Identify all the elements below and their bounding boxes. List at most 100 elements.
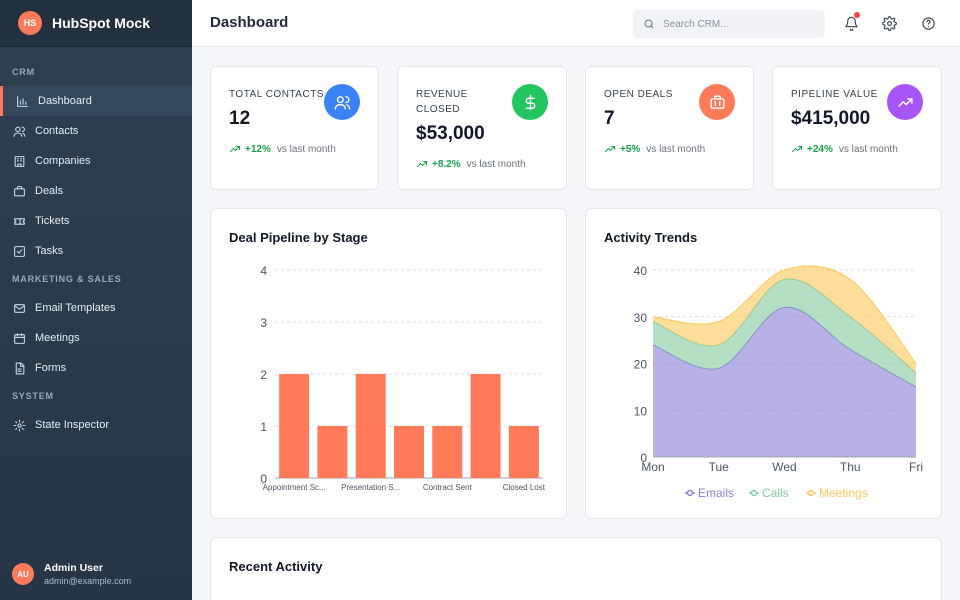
- sidebar: HS HubSpot Mock CRM Dashboard Contacts C…: [0, 0, 192, 600]
- sidebar-item-email-templates[interactable]: Email Templates: [0, 293, 192, 323]
- card-title: Deal Pipeline by Stage: [229, 230, 368, 245]
- sidebar-item-state-inspector[interactable]: State Inspector: [0, 410, 192, 440]
- sidebar-item-label: Meetings: [35, 332, 80, 344]
- x-tick-label: Thu: [840, 460, 861, 474]
- stat-trend: +8.2% vs last month: [416, 158, 526, 170]
- stat-trend: +12% vs last month: [229, 143, 336, 155]
- sidebar-item-label: Companies: [35, 155, 91, 167]
- y-tick-label: 2: [260, 368, 267, 382]
- y-tick-label: 0: [260, 472, 267, 486]
- bar: [432, 426, 463, 478]
- search-box[interactable]: [633, 10, 825, 38]
- y-tick-label: 1: [260, 420, 267, 434]
- activity-area-chart: 0 10 20 30 40 Mon Tue Wed Thu Fri Emails Calls Meeti…: [634, 264, 923, 500]
- sidebar-item-label: Tasks: [35, 245, 64, 257]
- stat-trend: +5% vs last month: [604, 143, 705, 155]
- area-line-meetings: [652, 265, 917, 364]
- trend-value: +8.2%: [432, 158, 461, 170]
- sidebar-item-contacts[interactable]: Contacts: [0, 116, 192, 146]
- legend-label: Meetings: [819, 486, 868, 500]
- pipeline-bar-chart: 0 1 2 3 4 Appointment Sc... Presentation S... C…: [260, 264, 545, 492]
- x-tick-label: Mon: [641, 460, 664, 474]
- bar: [355, 374, 386, 478]
- notifications-button[interactable]: [842, 12, 860, 32]
- trend-text: vs last month: [276, 143, 336, 155]
- help-button[interactable]: [919, 14, 937, 32]
- sidebar-item-dashboard[interactable]: Dashboard: [0, 86, 192, 116]
- sidebar-item-companies[interactable]: Companies: [0, 146, 192, 176]
- users-icon: [324, 84, 360, 120]
- sidebar-item-label: Dashboard: [38, 95, 92, 107]
- sidebar-item-label: Tickets: [35, 215, 70, 227]
- trending-up-icon: [792, 146, 802, 152]
- x-tick-label: Tue: [709, 460, 730, 474]
- search-input[interactable]: [663, 18, 813, 30]
- y-tick-label: 0: [640, 451, 647, 465]
- x-tick-label: Fri: [909, 460, 923, 474]
- brand-name: HubSpot Mock: [52, 15, 150, 31]
- stat-value: $415,000: [791, 108, 871, 129]
- bar: [317, 426, 348, 478]
- stat-value: 7: [604, 108, 615, 129]
- stat-card-pipeline-value: PIPELINE VALUE $415,000 +24% vs last mon…: [772, 66, 942, 190]
- activity-chart-card: Activity Trends 0 10 20 30 40 Mon Tue Wed Thu Fri…: [585, 208, 942, 519]
- bar: [394, 426, 424, 478]
- sidebar-item-tickets[interactable]: Tickets: [0, 206, 192, 236]
- settings-button[interactable]: [880, 14, 898, 32]
- ticket-icon: [12, 214, 26, 228]
- users-icon: [12, 124, 26, 138]
- sidebar-item-meetings[interactable]: Meetings: [0, 323, 192, 353]
- sidebar-item-deals[interactable]: Deals: [0, 176, 192, 206]
- trend-value: +12%: [245, 143, 271, 155]
- bar-chart-icon: [15, 94, 29, 108]
- mail-icon: [12, 301, 26, 315]
- sidebar-item-tasks[interactable]: Tasks: [0, 236, 192, 266]
- sidebar-item-label: Forms: [35, 362, 67, 374]
- briefcase-icon: [699, 84, 735, 120]
- area-series-calls: [653, 278, 916, 387]
- stat-label: REVENUE CLOSED: [416, 89, 468, 115]
- stat-label: TOTAL CONTACTS: [229, 89, 324, 100]
- trending-up-icon: [417, 161, 427, 167]
- y-tick-label: 3: [260, 316, 267, 330]
- card-title: Activity Trends: [604, 230, 698, 245]
- trending-up-icon: [605, 146, 615, 152]
- sidebar-item-forms[interactable]: Forms: [0, 353, 192, 383]
- trend-text: vs last month: [646, 143, 706, 155]
- legend-marker: [686, 489, 694, 497]
- trend-text: vs last month: [466, 158, 526, 170]
- page-title: Dashboard: [210, 14, 289, 31]
- legend-marker: [750, 489, 758, 497]
- x-tick-label: Presentation S...: [341, 483, 400, 492]
- gear-icon: [881, 15, 897, 31]
- stat-card-open-deals: OPEN DEALS 7 +5% vs last month: [585, 66, 754, 190]
- trending-up-icon: [887, 84, 923, 120]
- trending-up-icon: [230, 146, 240, 152]
- recent-activity-card: Recent Activity: [210, 537, 942, 600]
- brand[interactable]: HS HubSpot Mock: [0, 0, 192, 47]
- briefcase-icon: [12, 184, 26, 198]
- y-tick-label: 20: [634, 358, 648, 372]
- bell-icon: [844, 16, 858, 31]
- trend-value: +5%: [620, 143, 641, 155]
- file-text-icon: [12, 361, 26, 375]
- brand-logo: HS: [18, 11, 42, 35]
- stat-trend: +24% vs last month: [791, 143, 898, 155]
- y-tick-label: 4: [260, 264, 267, 278]
- search-icon: [644, 19, 654, 29]
- sidebar-item-label: Email Templates: [35, 302, 116, 314]
- stat-card-revenue: REVENUE CLOSED $53,000 +8.2% vs last mon…: [397, 66, 567, 190]
- bar: [279, 374, 310, 478]
- stat-card-contacts: TOTAL CONTACTS 12 +12% vs last month: [210, 66, 379, 190]
- card-title: Recent Activity: [229, 559, 323, 574]
- section-label-system: SYSTEM: [12, 391, 54, 401]
- y-tick-label: 10: [634, 404, 648, 418]
- stat-value: 12: [229, 108, 251, 129]
- user-profile[interactable]: AU Admin User admin@example.com: [0, 548, 192, 600]
- check-square-icon: [12, 244, 26, 258]
- y-tick-label: 40: [634, 264, 648, 278]
- legend-label: Calls: [762, 486, 789, 500]
- building-icon: [12, 154, 26, 168]
- trend-text: vs last month: [838, 143, 898, 155]
- area-series-meetings: [653, 265, 916, 373]
